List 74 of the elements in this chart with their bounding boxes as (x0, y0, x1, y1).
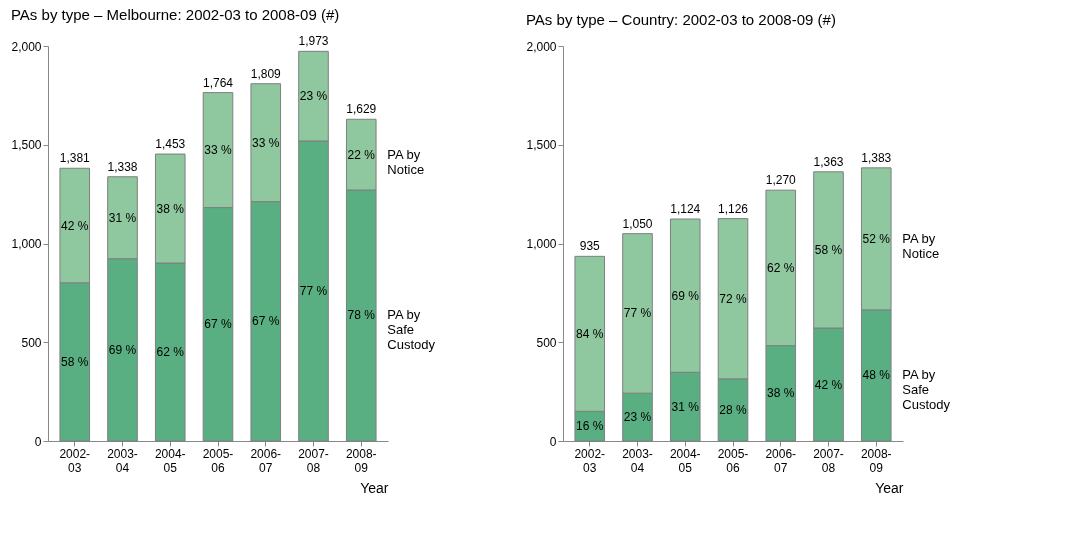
annotation: 62 % (156, 345, 185, 360)
y-tick-label: 0 (549, 434, 557, 449)
annotation: 52 % (862, 231, 891, 246)
total-label: 1,809 (250, 66, 282, 81)
annotation: 38 % (156, 201, 185, 216)
y-tick-label: 500 (21, 335, 42, 350)
annotation: 23 % (299, 89, 328, 104)
total-label: 1,050 (622, 216, 653, 231)
annotation: 23 % (623, 410, 652, 425)
annotation: 69 % (671, 288, 700, 303)
annotation: 72 % (719, 291, 747, 306)
annotation: 16 % (576, 419, 604, 434)
annotation: 22 % (347, 147, 376, 162)
x-tick-label: 2002-03 (59, 446, 91, 475)
annotation: 31 % (671, 399, 700, 414)
total-label: 935 (579, 239, 601, 254)
series-label: PA by Notice (387, 146, 425, 177)
annotation: 33 % (204, 143, 232, 158)
y-tick-label: 500 (536, 335, 557, 350)
x-tick-label: 2004-05 (669, 446, 701, 475)
annotation: 28 % (719, 402, 747, 417)
annotation: 77 % (623, 306, 652, 321)
total-label: 1,629 (346, 102, 377, 117)
annotation: 33 % (252, 135, 280, 150)
x-tick-label: 2006-07 (765, 446, 797, 475)
y-tick-label: 0 (34, 434, 42, 449)
annotation: 38 % (767, 386, 795, 401)
annotation: 84 % (576, 326, 604, 341)
y-tick-label: 2,000 (11, 39, 42, 54)
annotation: 67 % (204, 317, 232, 332)
x-tick-label: 2006-07 (250, 446, 282, 475)
total-label: 1,973 (298, 34, 329, 49)
annotation: 77 % (299, 284, 328, 298)
x-axis-title: Year (360, 479, 389, 496)
x-tick-label: 2008-09 (345, 446, 377, 475)
y-tick-label: 2,000 (526, 39, 557, 54)
x-tick-label: 2003-04 (622, 446, 653, 475)
x-tick-label: 2007-08 (813, 446, 844, 475)
y-tick-label: 1,000 (11, 237, 42, 251)
x-tick-label: 2008-09 (860, 446, 892, 475)
annotation: 48 % (862, 368, 891, 383)
annotation: 31 % (108, 210, 137, 225)
total-label: 1,363 (813, 154, 844, 169)
y-tick-label: 1,500 (526, 138, 557, 153)
series-label: PA by Safe Custody (902, 367, 951, 413)
total-label: 1,338 (107, 159, 138, 174)
series-label: PA by Notice (902, 230, 940, 261)
total-label: 1,381 (59, 151, 91, 166)
annotation: 58 % (814, 242, 843, 257)
x-tick-label: 2004-05 (154, 446, 186, 475)
x-tick-label: 2003-04 (107, 446, 138, 475)
series-label: PA by Safe Custody (387, 307, 436, 353)
annotation: 42 % (61, 218, 89, 233)
total-label: 1,383 (861, 150, 892, 165)
x-tick-label: 2005-06 (202, 446, 234, 475)
total-label: 1,124 (670, 202, 701, 217)
y-tick-label: 1,000 (526, 237, 557, 251)
chart-title: PAs by type – Country: 2002-03 to 2008-09 (#) (525, 11, 836, 28)
annotation: 69 % (108, 342, 137, 357)
total-label: 1,270 (765, 173, 797, 188)
total-label: 1,764 (202, 75, 234, 90)
annotation: 58 % (61, 354, 89, 369)
annotation: 78 % (347, 308, 376, 323)
x-tick-label: 2007-08 (298, 446, 329, 475)
annotation: 62 % (767, 260, 795, 275)
y-tick-label: 1,500 (11, 138, 42, 153)
total-label: 1,126 (717, 201, 749, 216)
annotation: 42 % (814, 377, 843, 392)
x-axis-title: Year (875, 479, 904, 496)
x-tick-label: 2005-06 (717, 446, 749, 475)
total-label: 1,453 (155, 137, 186, 152)
chart-title: PAs by type – Melbourne: 2002-03 to 2008-09 (#) (10, 6, 340, 24)
x-tick-label: 2002-03 (574, 446, 606, 475)
annotation: 67 % (252, 314, 280, 329)
